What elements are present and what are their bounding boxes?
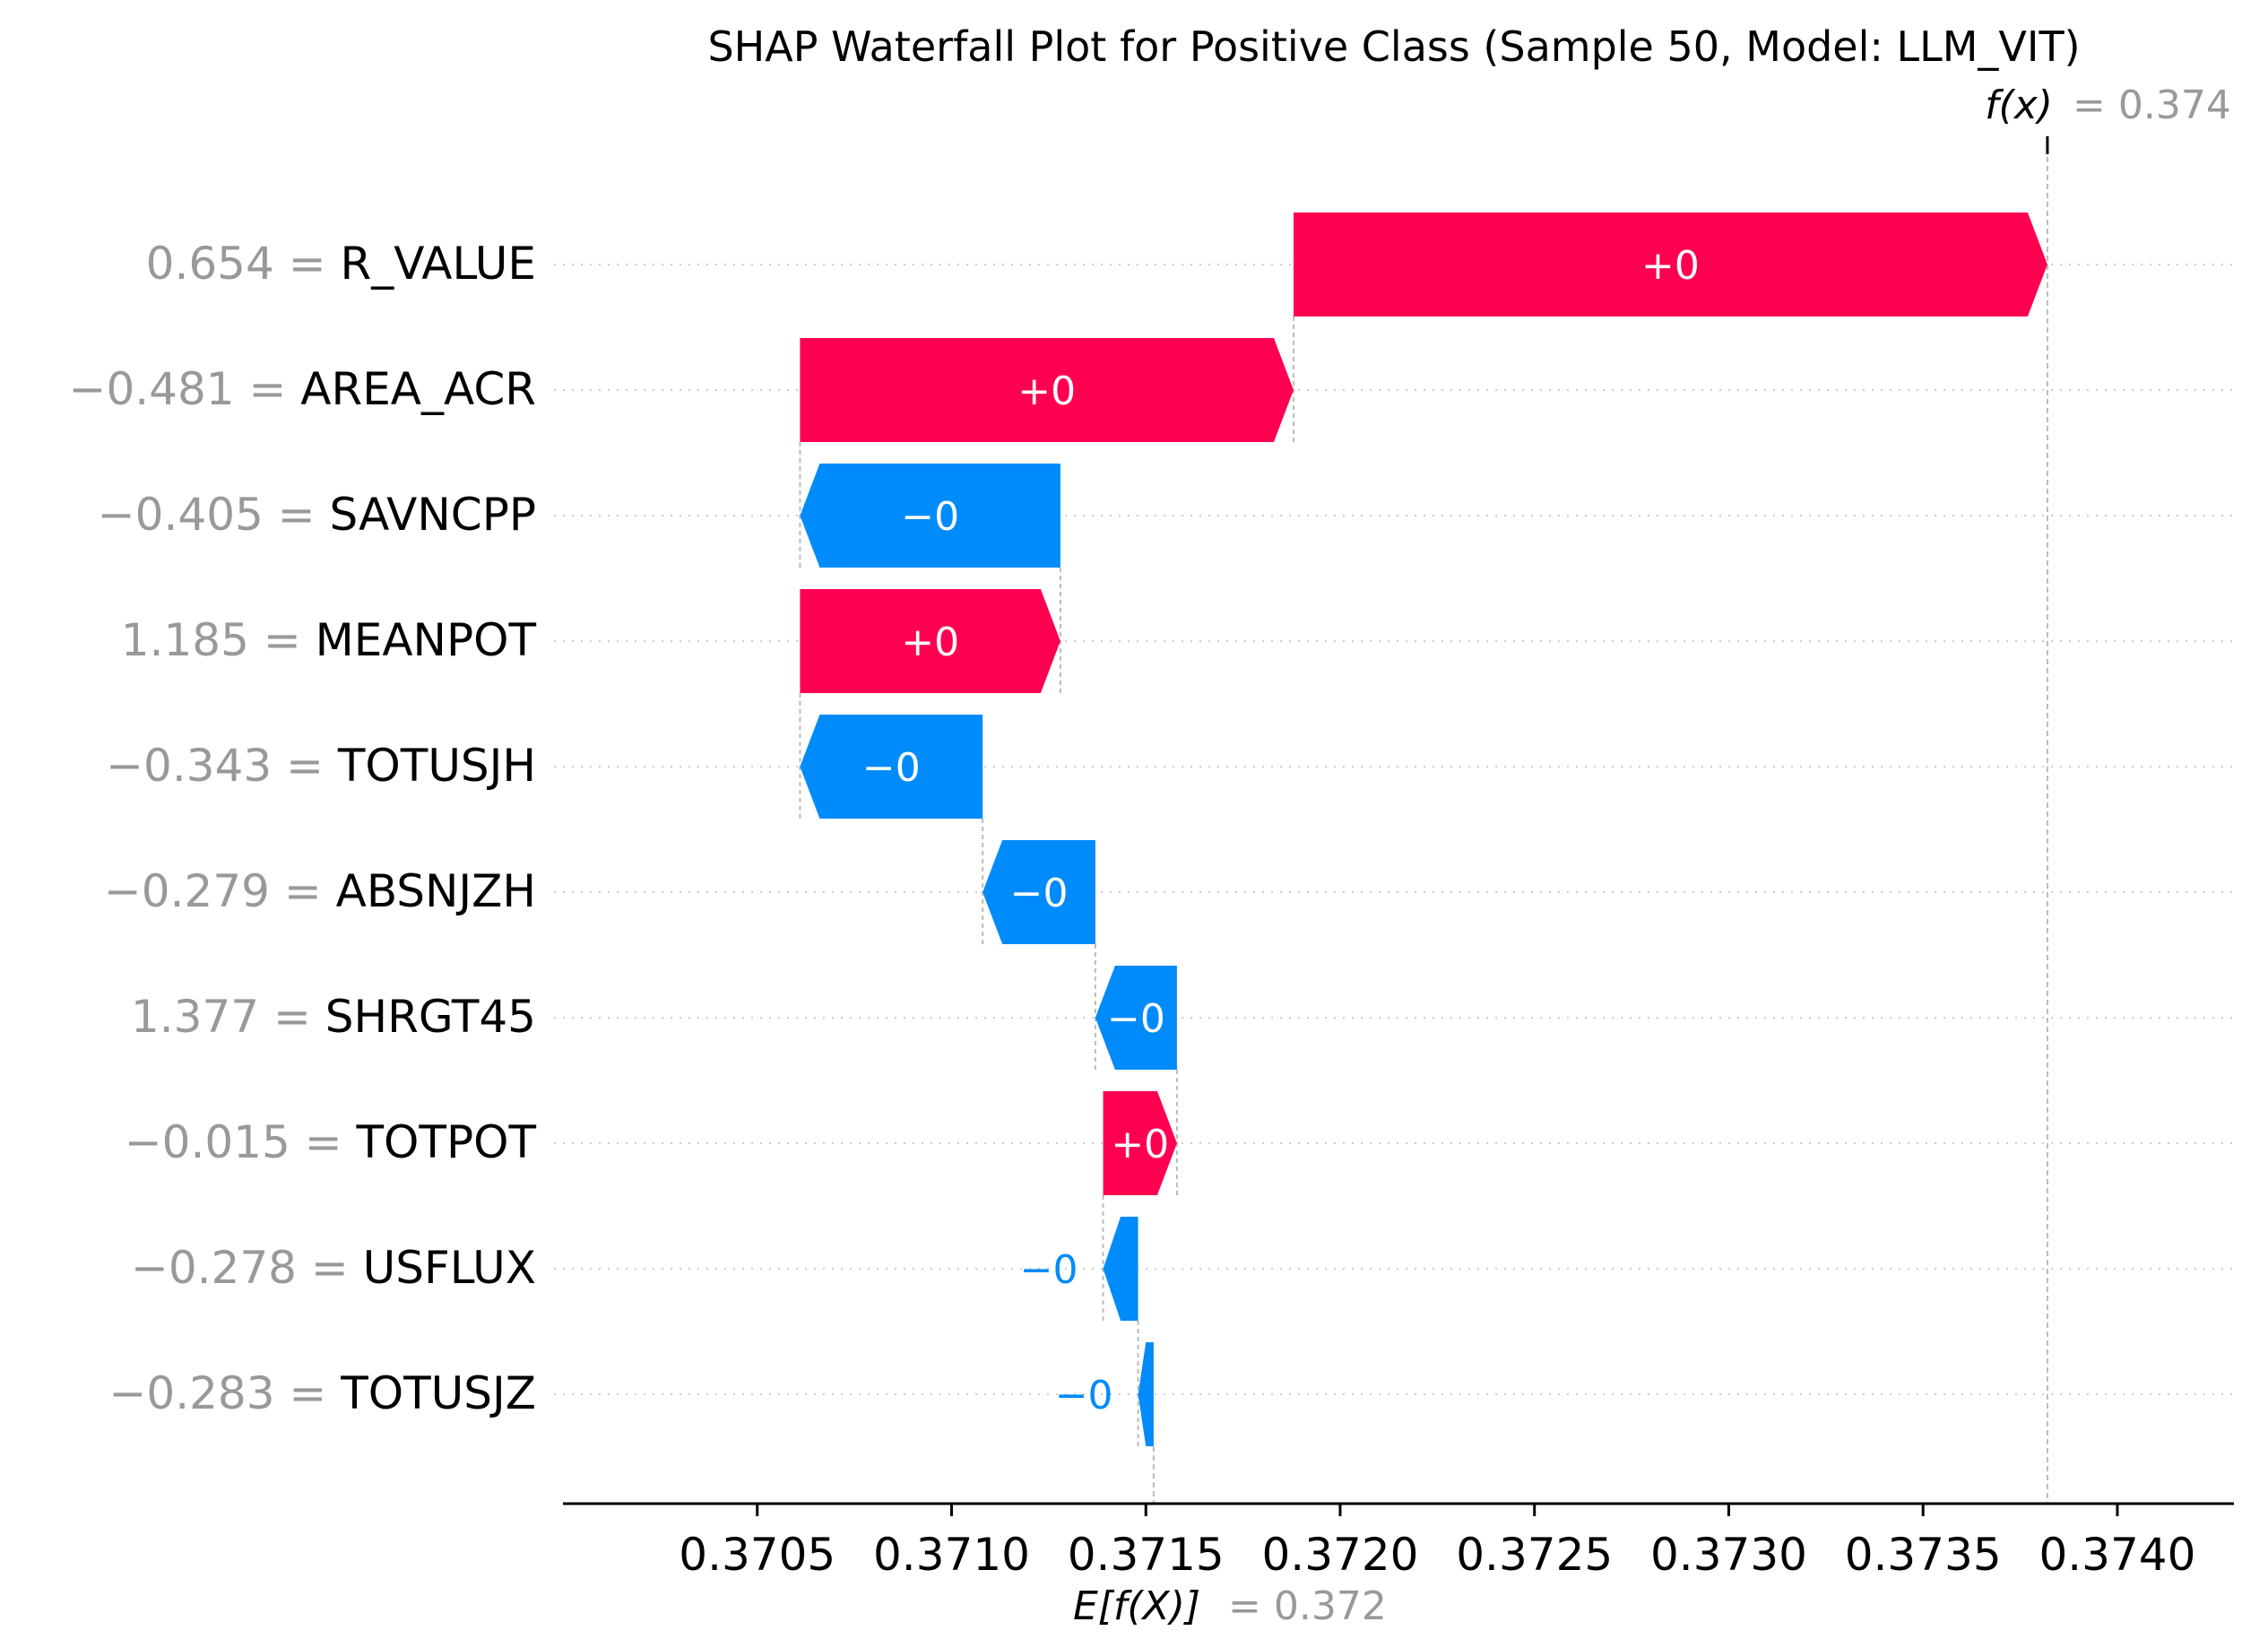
x-tick-label: 0.3705 <box>679 1529 835 1581</box>
feature-value: −0.278 = <box>131 1242 349 1294</box>
x-tick-label: 0.3720 <box>1262 1529 1419 1581</box>
bar-value-label: −0 <box>1107 996 1165 1042</box>
feature-labels: 0.654 = R_VALUE −0.481 = AREA_ACR −0.405 =… <box>69 238 537 1419</box>
fx-label: f(x) <box>1985 82 2053 128</box>
value-annotations: f(x) = 0.374 E[f(X)] = 0.372 <box>1073 82 2231 1629</box>
bar-value-label: −0 <box>1055 1373 1113 1418</box>
bar-value-label: +0 <box>1111 1122 1169 1167</box>
x-tick-label: 0.3730 <box>1650 1529 1807 1581</box>
feature-label: −0.405 = SAVNCPP <box>98 489 536 541</box>
bar-totpot <box>1103 1091 1177 1195</box>
feature-name: TOTPOT <box>342 1116 537 1168</box>
bar-area-acr <box>800 338 1294 442</box>
efx-label: E[f(X)] <box>1073 1583 1200 1629</box>
feature-name: AREA_ACR <box>286 363 536 415</box>
x-tick-label: 0.3740 <box>2039 1529 2195 1581</box>
feature-name: ABSNJZH <box>322 865 536 917</box>
feature-label: −0.278 = USFLUX <box>131 1242 536 1294</box>
x-tick-label: 0.3715 <box>1068 1529 1225 1581</box>
feature-value: 1.185 = <box>121 614 301 666</box>
feature-label: 1.185 = MEANPOT <box>121 614 537 666</box>
bar-value-label: −0 <box>1020 1247 1078 1293</box>
feature-value: −0.015 = <box>125 1116 342 1168</box>
feature-name: R_VALUE <box>326 238 536 290</box>
feature-label: −0.481 = AREA_ACR <box>69 363 536 415</box>
feature-name: TOTUSJH <box>324 740 536 792</box>
bar-meanpot <box>800 589 1060 693</box>
fx-value: = 0.374 <box>2073 82 2231 128</box>
feature-name: SAVNCPP <box>316 489 536 541</box>
x-tick-label: 0.3710 <box>873 1529 1030 1581</box>
feature-label: 1.377 = SHRGT45 <box>131 991 536 1043</box>
feature-value: −0.481 = <box>69 363 287 415</box>
feature-value: −0.343 = <box>106 740 324 792</box>
efx-value: = 0.372 <box>1228 1583 1387 1629</box>
feature-name: USFLUX <box>349 1242 536 1294</box>
chart-title: SHAP Waterfall Plot for Positive Class (… <box>707 22 2080 71</box>
bar-shrgt45 <box>1095 966 1177 1070</box>
waterfall-bars: +0 +0 −0 +0 −0 −0 −0 +0 −0 −0 <box>800 213 2047 1446</box>
x-tick-label: 0.3735 <box>1845 1529 2002 1581</box>
bar-value-label: −0 <box>862 745 921 791</box>
bar-value-label: −0 <box>901 494 959 540</box>
x-axis: 0.3705 0.3710 0.3715 0.3720 0.3725 0.3730 0.37… <box>563 1502 2234 1581</box>
feature-value: −0.279 = <box>104 865 322 917</box>
feature-name: MEANPOT <box>301 614 537 666</box>
bar-value-label: +0 <box>901 620 959 665</box>
bar-r-value <box>1293 213 2047 317</box>
feature-label: 0.654 = R_VALUE <box>146 238 536 290</box>
feature-value: 1.377 = <box>131 991 311 1043</box>
bar-value-label: −0 <box>1010 871 1069 916</box>
feature-value: 0.654 = <box>146 238 326 290</box>
feature-label: −0.015 = TOTPOT <box>125 1116 537 1168</box>
bar-savncpp <box>800 464 1060 568</box>
bar-totusjh <box>800 715 983 819</box>
x-tick-label: 0.3725 <box>1456 1529 1613 1581</box>
feature-value: −0.283 = <box>109 1367 327 1419</box>
reference-lines <box>1152 136 2049 1504</box>
bar-totusjz <box>1138 1342 1154 1446</box>
feature-label: −0.343 = TOTUSJH <box>106 740 536 792</box>
feature-label: −0.279 = ABSNJZH <box>104 865 536 917</box>
feature-name: SHRGT45 <box>311 991 536 1043</box>
bar-value-label: +0 <box>1641 243 1700 289</box>
feature-name: TOTUSJZ <box>326 1367 536 1419</box>
feature-value: −0.405 = <box>98 489 316 541</box>
bar-usflux <box>1103 1217 1138 1321</box>
bar-absnjzh <box>983 840 1095 944</box>
feature-label: −0.283 = TOTUSJZ <box>109 1367 537 1419</box>
bar-value-label: +0 <box>1017 369 1076 414</box>
